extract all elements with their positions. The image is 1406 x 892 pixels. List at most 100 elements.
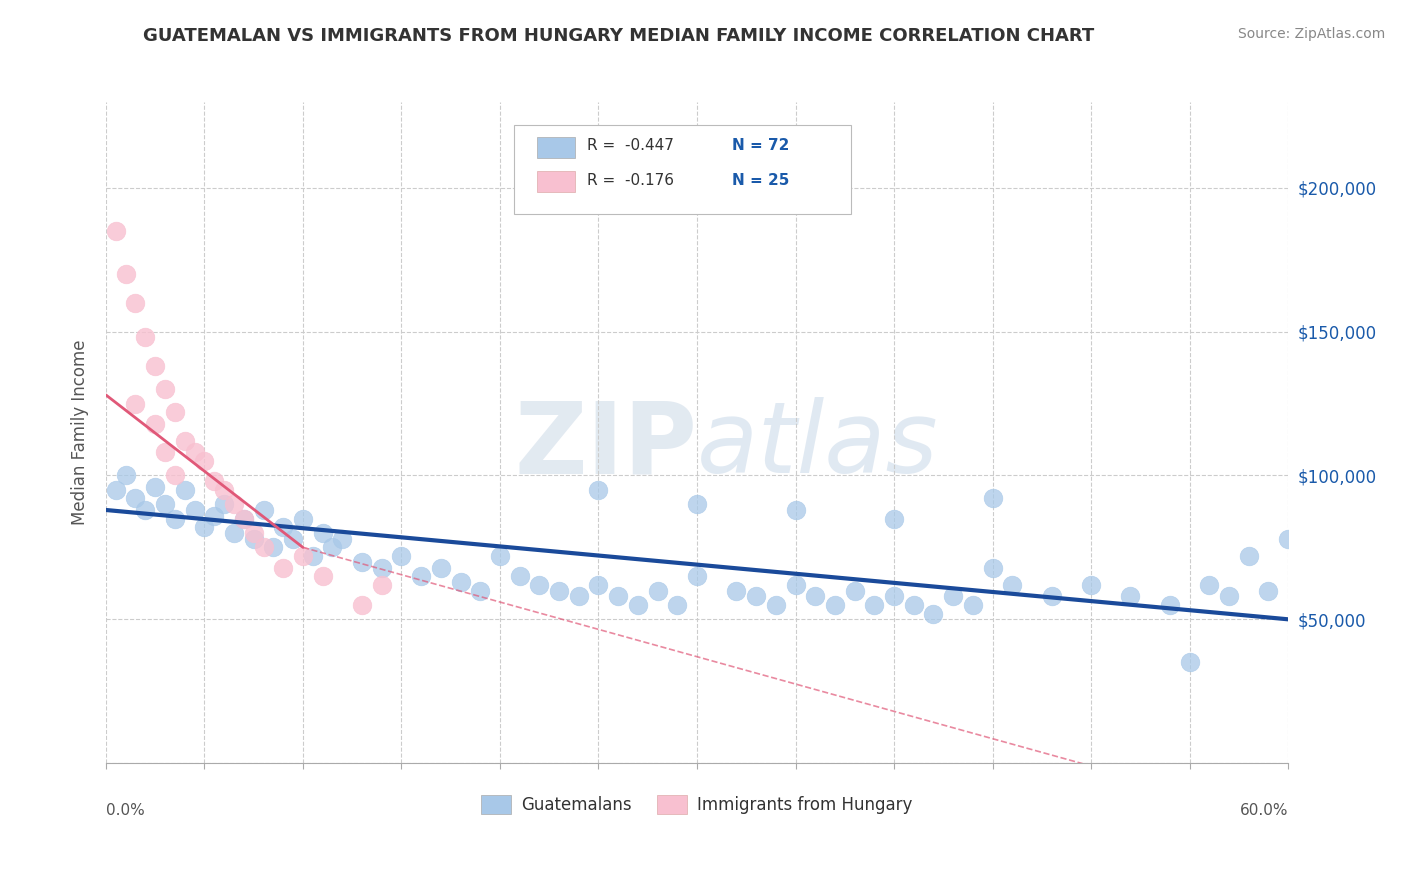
Point <box>411 569 433 583</box>
Point <box>163 405 186 419</box>
Point <box>252 503 274 517</box>
Point <box>212 483 235 497</box>
Point <box>922 607 945 621</box>
FancyBboxPatch shape <box>537 171 575 192</box>
Point <box>548 583 571 598</box>
Point <box>183 503 205 517</box>
Point <box>1277 532 1299 546</box>
Point <box>371 578 394 592</box>
Text: N = 25: N = 25 <box>733 173 790 187</box>
Point <box>785 503 807 517</box>
Point <box>281 532 304 546</box>
Point <box>242 526 264 541</box>
Point <box>291 549 314 563</box>
Point <box>607 589 630 603</box>
Point <box>104 224 127 238</box>
Point <box>271 520 294 534</box>
Point <box>232 511 254 525</box>
Point <box>489 549 512 563</box>
Point <box>104 483 127 497</box>
Point <box>330 532 353 546</box>
Point <box>588 578 610 592</box>
Point <box>1237 549 1260 563</box>
Point <box>745 589 768 603</box>
FancyBboxPatch shape <box>513 125 851 214</box>
Point <box>262 541 284 555</box>
Point <box>202 474 225 488</box>
Text: Source: ZipAtlas.com: Source: ZipAtlas.com <box>1237 27 1385 41</box>
Text: R =  -0.447: R = -0.447 <box>588 138 673 153</box>
Point <box>143 417 166 431</box>
Point <box>311 526 333 541</box>
Point <box>143 359 166 373</box>
Point <box>962 598 984 612</box>
Text: atlas: atlas <box>697 397 939 494</box>
Point <box>114 468 136 483</box>
Text: R =  -0.176: R = -0.176 <box>588 173 673 187</box>
Point <box>134 330 156 344</box>
Point <box>143 480 166 494</box>
Point <box>153 497 176 511</box>
Point <box>252 541 274 555</box>
Point <box>450 574 472 589</box>
Point <box>134 503 156 517</box>
Point <box>153 445 176 459</box>
Point <box>371 560 394 574</box>
Point <box>844 583 866 598</box>
Point <box>352 598 374 612</box>
Point <box>212 497 235 511</box>
Point <box>883 511 905 525</box>
Point <box>1040 589 1063 603</box>
Point <box>163 468 186 483</box>
Point <box>942 589 965 603</box>
Text: ZIP: ZIP <box>515 397 697 494</box>
Point <box>301 549 323 563</box>
Point <box>903 598 925 612</box>
Point <box>568 589 591 603</box>
Point <box>193 454 215 468</box>
Point <box>321 541 343 555</box>
Point <box>124 396 146 410</box>
Text: GUATEMALAN VS IMMIGRANTS FROM HUNGARY MEDIAN FAMILY INCOME CORRELATION CHART: GUATEMALAN VS IMMIGRANTS FROM HUNGARY ME… <box>143 27 1094 45</box>
Point <box>1218 589 1240 603</box>
Point <box>222 497 245 511</box>
Point <box>824 598 846 612</box>
FancyBboxPatch shape <box>537 136 575 158</box>
Point <box>1178 656 1201 670</box>
Point <box>311 569 333 583</box>
Point <box>352 555 374 569</box>
Point <box>1080 578 1102 592</box>
Point <box>124 491 146 506</box>
Point <box>271 560 294 574</box>
Point <box>291 511 314 525</box>
Point <box>193 520 215 534</box>
Point <box>666 598 689 612</box>
Legend: Guatemalans, Immigrants from Hungary: Guatemalans, Immigrants from Hungary <box>475 789 920 821</box>
Point <box>222 526 245 541</box>
Point <box>981 491 1004 506</box>
Text: N = 72: N = 72 <box>733 138 790 153</box>
Point <box>647 583 669 598</box>
Point <box>725 583 748 598</box>
Point <box>981 560 1004 574</box>
Point <box>183 445 205 459</box>
Point <box>1257 583 1279 598</box>
Point <box>1198 578 1220 592</box>
Point <box>804 589 827 603</box>
Point <box>470 583 492 598</box>
Text: 0.0%: 0.0% <box>105 803 145 818</box>
Point <box>430 560 453 574</box>
Point <box>202 508 225 523</box>
Point <box>883 589 905 603</box>
Point <box>163 511 186 525</box>
Point <box>173 434 195 448</box>
Point <box>588 483 610 497</box>
Point <box>765 598 787 612</box>
Point <box>1159 598 1181 612</box>
Point <box>391 549 413 563</box>
Point <box>232 511 254 525</box>
Point <box>627 598 650 612</box>
Point <box>124 296 146 310</box>
Point <box>529 578 551 592</box>
Point <box>153 382 176 396</box>
